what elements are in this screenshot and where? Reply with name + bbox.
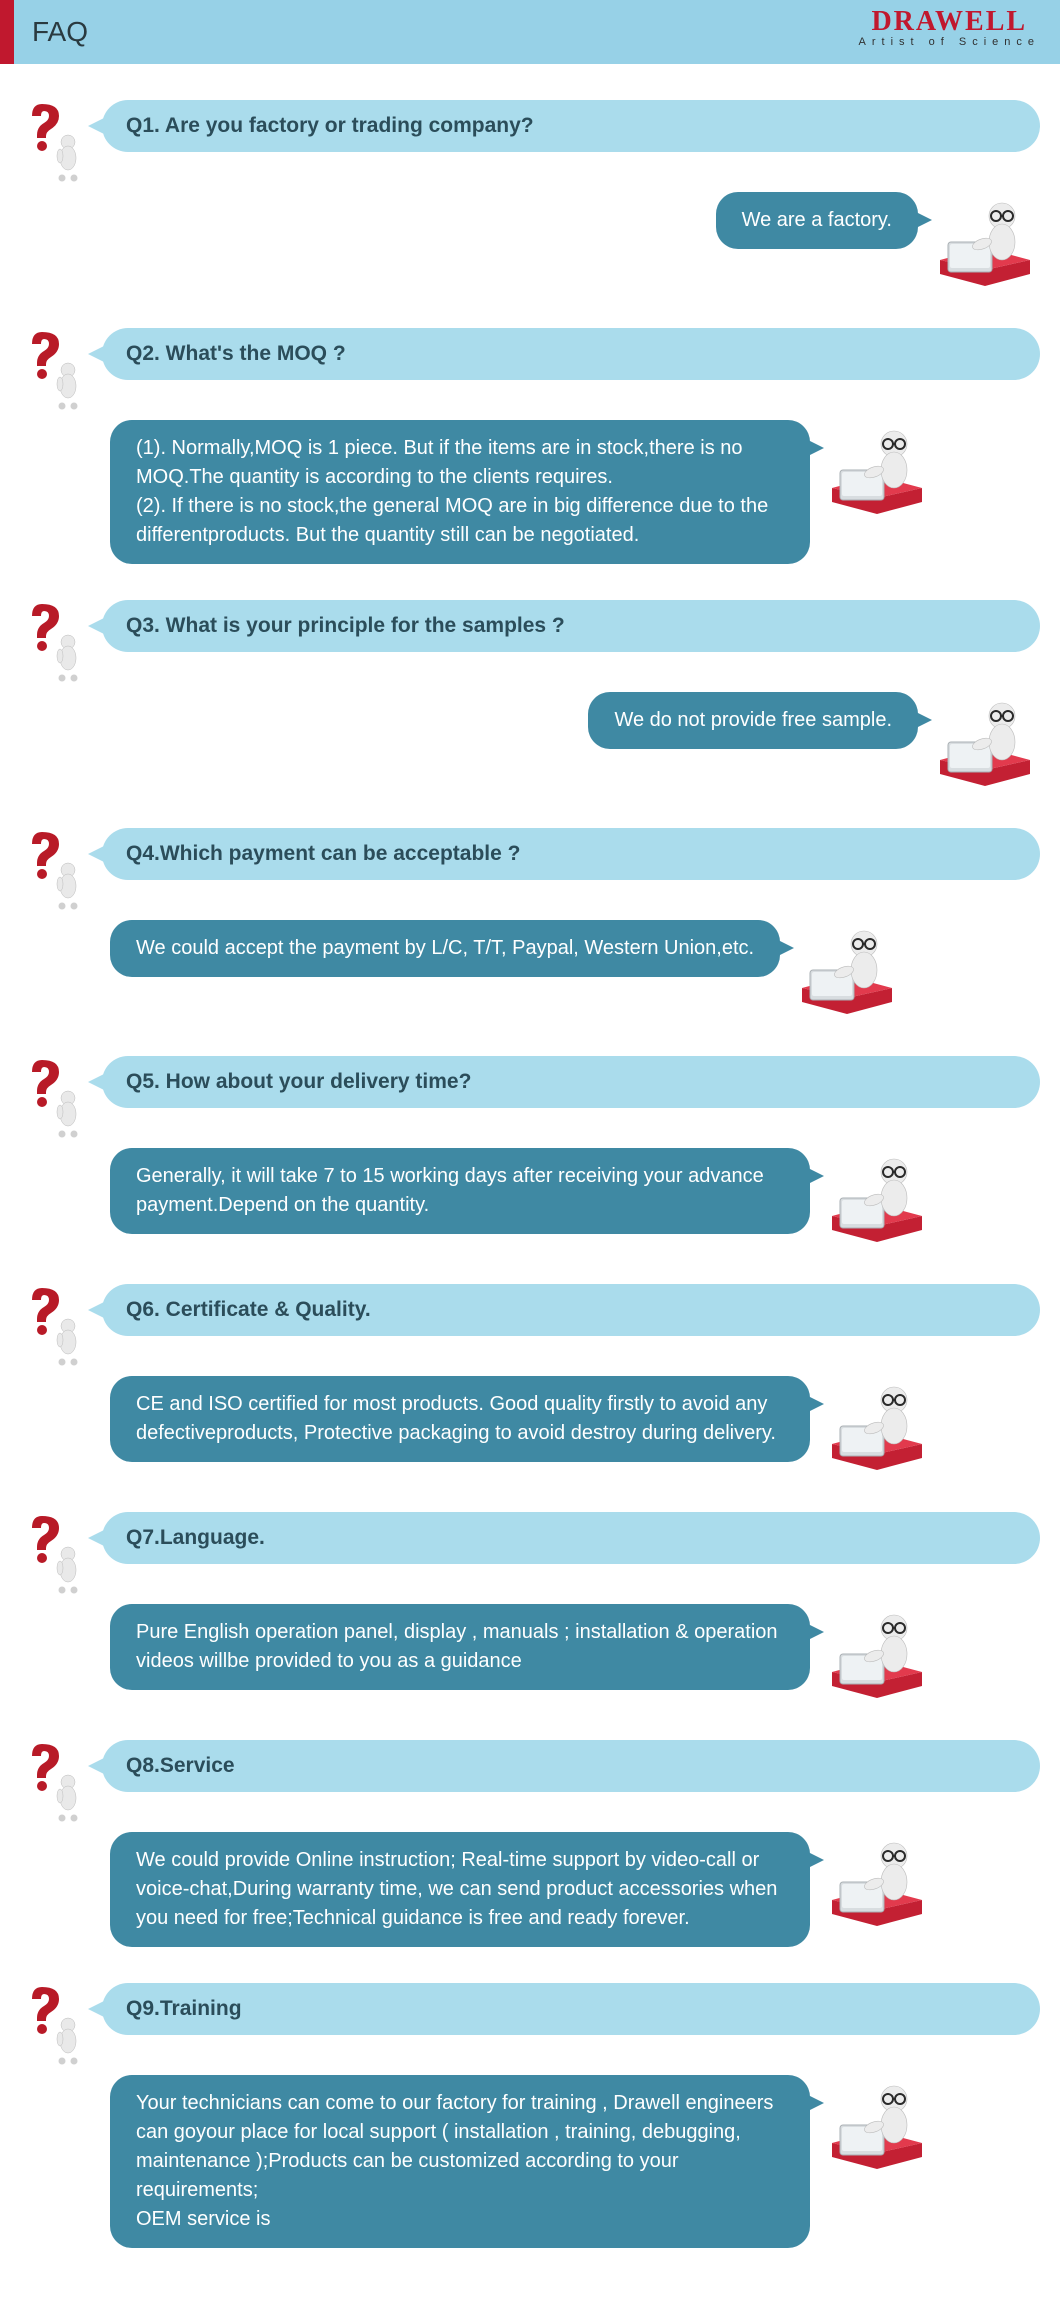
question-bubble: Q1. Are you factory or trading company? (102, 100, 1040, 152)
faq-item: Q8.Service We could provide Online instru… (20, 1734, 1040, 1947)
answer-bubble: We are a factory. (716, 192, 918, 249)
answer-bubble: Pure English operation panel, display , … (110, 1604, 810, 1690)
answer-avatar-icon (792, 920, 902, 1020)
brand-logo-text: DRAWELL (859, 6, 1040, 38)
answer-avatar-icon (822, 2075, 932, 2175)
answer-bubble: (1). Normally,MOQ is 1 piece. But if the… (110, 420, 810, 564)
faq-item: Q5. How about your delivery time? General… (20, 1050, 1040, 1248)
red-accent-tab (0, 0, 14, 64)
answer-row: CE and ISO certified for most products. … (20, 1376, 1040, 1476)
question-mark-icon (20, 1734, 90, 1824)
faq-item: Q4.Which payment can be acceptable ? We c… (20, 822, 1040, 1020)
faq-item: Q6. Certificate & Quality. CE and ISO cer… (20, 1278, 1040, 1476)
question-mark-icon (20, 94, 90, 184)
faq-item: Q3. What is your principle for the sampl… (20, 594, 1040, 792)
answer-avatar-icon (930, 192, 1040, 292)
answer-bubble: We could accept the payment by L/C, T/T,… (110, 920, 780, 977)
faq-item: Q7.Language. Pure English operation panel… (20, 1506, 1040, 1704)
question-mark-icon (20, 1977, 90, 2067)
answer-bubble: Generally, it will take 7 to 15 working … (110, 1148, 810, 1234)
question-bubble: Q8.Service (102, 1740, 1040, 1792)
faq-item: Q9.Training Your technicians can come to … (20, 1977, 1040, 2248)
question-bubble: Q2. What's the MOQ ? (102, 328, 1040, 380)
faq-item: Q2. What's the MOQ ? (1). Normally,MOQ is… (20, 322, 1040, 564)
faq-item: Q1. Are you factory or trading company? W… (20, 94, 1040, 292)
answer-row: We do not provide free sample. (20, 692, 1040, 792)
answer-avatar-icon (930, 692, 1040, 792)
answer-row: (1). Normally,MOQ is 1 piece. But if the… (20, 420, 1040, 564)
question-row: Q8.Service (20, 1734, 1040, 1824)
question-mark-icon (20, 322, 90, 412)
question-row: Q7.Language. (20, 1506, 1040, 1596)
question-row: Q2. What's the MOQ ? (20, 322, 1040, 412)
faq-list: Q1. Are you factory or trading company? W… (0, 64, 1060, 2248)
question-mark-icon (20, 1506, 90, 1596)
question-bubble: Q3. What is your principle for the sampl… (102, 600, 1040, 652)
answer-avatar-icon (822, 1832, 932, 1932)
question-mark-icon (20, 822, 90, 912)
question-row: Q3. What is your principle for the sampl… (20, 594, 1040, 684)
answer-bubble: Your technicians can come to our factory… (110, 2075, 810, 2248)
brand-tagline: Artist of Science (859, 36, 1040, 48)
answer-avatar-icon (822, 1604, 932, 1704)
answer-row: We are a factory. (20, 192, 1040, 292)
answer-row: Pure English operation panel, display , … (20, 1604, 1040, 1704)
question-mark-icon (20, 594, 90, 684)
answer-avatar-icon (822, 1376, 932, 1476)
question-mark-icon (20, 1278, 90, 1368)
answer-row: We could accept the payment by L/C, T/T,… (20, 920, 1040, 1020)
question-bubble: Q6. Certificate & Quality. (102, 1284, 1040, 1336)
question-row: Q4.Which payment can be acceptable ? (20, 822, 1040, 912)
question-bubble: Q9.Training (102, 1983, 1040, 2035)
answer-bubble: We could provide Online instruction; Rea… (110, 1832, 810, 1947)
answer-row: Your technicians can come to our factory… (20, 2075, 1040, 2248)
page: FAQ DRAWELL Artist of Science Q1. Are yo… (0, 0, 1060, 2318)
question-row: Q6. Certificate & Quality. (20, 1278, 1040, 1368)
answer-row: We could provide Online instruction; Rea… (20, 1832, 1040, 1947)
question-row: Q9.Training (20, 1977, 1040, 2067)
question-bubble: Q5. How about your delivery time? (102, 1056, 1040, 1108)
question-bubble: Q7.Language. (102, 1512, 1040, 1564)
question-row: Q5. How about your delivery time? (20, 1050, 1040, 1140)
page-title: FAQ (32, 16, 88, 48)
question-row: Q1. Are you factory or trading company? (20, 94, 1040, 184)
answer-avatar-icon (822, 420, 932, 520)
question-mark-icon (20, 1050, 90, 1140)
question-bubble: Q4.Which payment can be acceptable ? (102, 828, 1040, 880)
header-bar: FAQ DRAWELL Artist of Science (0, 0, 1060, 64)
answer-row: Generally, it will take 7 to 15 working … (20, 1148, 1040, 1248)
answer-bubble: We do not provide free sample. (588, 692, 918, 749)
answer-bubble: CE and ISO certified for most products. … (110, 1376, 810, 1462)
answer-avatar-icon (822, 1148, 932, 1248)
brand-logo: DRAWELL Artist of Science (859, 6, 1040, 48)
